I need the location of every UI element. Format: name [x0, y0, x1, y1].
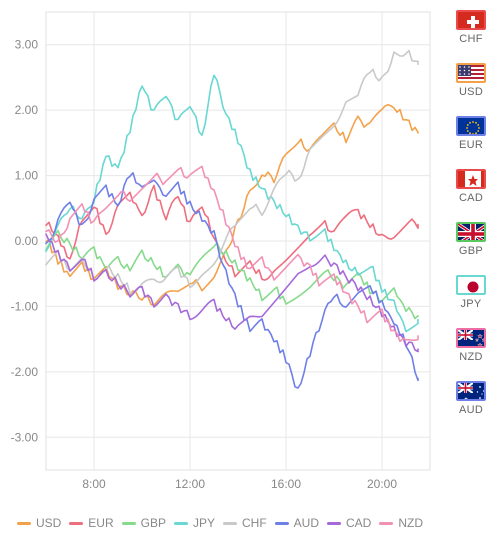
legend-swatch: [17, 522, 31, 525]
currency-code: NZD: [459, 351, 483, 363]
currency-item-eur[interactable]: EUR: [456, 116, 486, 151]
svg-text:12:00: 12:00: [175, 477, 205, 491]
svg-text:2.00: 2.00: [15, 103, 39, 117]
currency-side-list: CHF USD EUR CAD: [446, 10, 496, 416]
legend-swatch: [69, 522, 83, 525]
svg-text:-2.00: -2.00: [11, 365, 39, 379]
series-nzd: [46, 166, 418, 341]
svg-text:8:00: 8:00: [82, 477, 106, 491]
series-usd: [46, 105, 418, 306]
legend-swatch: [275, 522, 289, 525]
flag-ca-icon: [456, 169, 486, 189]
flag-us-icon: [456, 63, 486, 83]
flag-ch-icon: [456, 10, 486, 30]
currency-code: GBP: [459, 245, 483, 257]
series-jpy: [46, 75, 418, 331]
svg-text:1.00: 1.00: [15, 169, 39, 183]
chart-container: -3.00 -2.00 -1.00 0.00 1.00 2.00 3.00 8:00 12:00…: [0, 0, 440, 546]
currency-code: AUD: [459, 404, 483, 416]
currency-code: JPY: [460, 298, 481, 310]
legend-item-chf[interactable]: CHF: [223, 516, 267, 530]
legend-item-gbp[interactable]: GBP: [122, 516, 166, 530]
currency-item-cad[interactable]: CAD: [456, 169, 486, 204]
svg-text:16:00: 16:00: [271, 477, 301, 491]
legend-item-usd[interactable]: USD: [17, 516, 61, 530]
currency-line-chart: -3.00 -2.00 -1.00 0.00 1.00 2.00 3.00 8:00 12:00…: [0, 0, 440, 510]
chart-legend: USD EUR GBP JPY CHF AUD CAD NZD: [0, 510, 440, 530]
currency-item-chf[interactable]: CHF: [456, 10, 486, 45]
legend-swatch: [122, 522, 136, 525]
legend-item-jpy[interactable]: JPY: [174, 516, 215, 530]
legend-swatch: [174, 522, 188, 525]
svg-text:0.00: 0.00: [15, 234, 39, 248]
legend-item-eur[interactable]: EUR: [69, 516, 113, 530]
legend-label: GBP: [141, 516, 166, 530]
legend-label: AUD: [294, 516, 319, 530]
currency-item-aud[interactable]: AUD: [456, 381, 486, 416]
legend-label: USD: [36, 516, 61, 530]
legend-label: CAD: [346, 516, 371, 530]
legend-swatch: [379, 522, 393, 525]
currency-code: EUR: [459, 139, 483, 151]
legend-label: EUR: [88, 516, 113, 530]
series-eur: [46, 185, 418, 280]
legend-label: JPY: [193, 516, 215, 530]
page-root: -3.00 -2.00 -1.00 0.00 1.00 2.00 3.00 8:00 12:00…: [0, 0, 500, 546]
flag-jp-icon: [456, 275, 486, 295]
currency-item-nzd[interactable]: NZD: [456, 328, 486, 363]
currency-item-usd[interactable]: USD: [456, 63, 486, 98]
currency-item-gbp[interactable]: GBP: [456, 222, 486, 257]
legend-label: CHF: [242, 516, 267, 530]
currency-code: CHF: [459, 33, 483, 45]
flag-gb-icon: [456, 222, 486, 242]
svg-text:3.00: 3.00: [15, 38, 39, 52]
svg-text:-1.00: -1.00: [11, 299, 39, 313]
legend-swatch: [223, 522, 237, 525]
svg-text:-3.00: -3.00: [11, 430, 39, 444]
flag-au-icon: [456, 381, 486, 401]
currency-code: USD: [459, 86, 483, 98]
series-cad: [46, 234, 418, 351]
legend-item-aud[interactable]: AUD: [275, 516, 319, 530]
currency-code: CAD: [459, 192, 483, 204]
legend-item-cad[interactable]: CAD: [327, 516, 371, 530]
legend-swatch: [327, 522, 341, 525]
currency-item-jpy[interactable]: JPY: [456, 275, 486, 310]
flag-nz-icon: [456, 328, 486, 348]
legend-item-nzd[interactable]: NZD: [379, 516, 423, 530]
svg-text:20:00: 20:00: [367, 477, 397, 491]
legend-label: NZD: [398, 516, 423, 530]
flag-eu-icon: [456, 116, 486, 136]
